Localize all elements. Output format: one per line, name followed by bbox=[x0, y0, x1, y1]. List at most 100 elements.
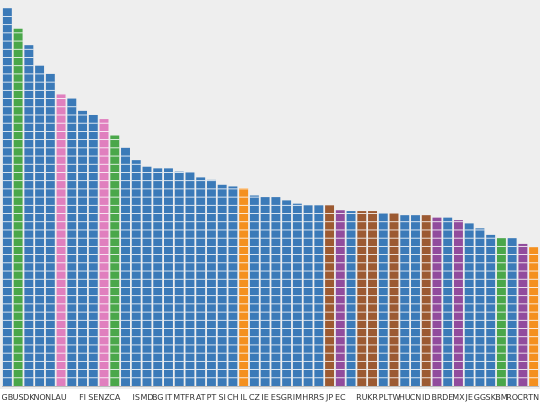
bar-fill bbox=[56, 94, 66, 386]
bar-bg bbox=[153, 168, 163, 386]
x-tick-label: NO bbox=[33, 393, 45, 402]
bar-sk bbox=[486, 234, 496, 386]
bar-hu bbox=[400, 215, 410, 386]
bar-fill bbox=[357, 211, 367, 386]
x-tick-label: ES bbox=[271, 393, 281, 402]
x-tick-label: IM bbox=[293, 393, 302, 402]
bar-fill bbox=[389, 213, 399, 386]
bar-es bbox=[271, 197, 281, 386]
x-tick-label: GG bbox=[474, 393, 486, 402]
bar-mt bbox=[174, 171, 184, 386]
bar-cn bbox=[411, 215, 420, 386]
x-tick-label: FI bbox=[79, 393, 86, 402]
bar-kr bbox=[368, 211, 377, 386]
x-tick-label: AT bbox=[196, 393, 206, 402]
bar-im bbox=[292, 203, 302, 386]
bar-fill bbox=[99, 119, 109, 386]
x-tick-label: DE bbox=[442, 393, 453, 402]
bar-fill bbox=[131, 160, 141, 386]
x-tick-label: SK bbox=[486, 393, 497, 402]
x-tick-label: FR bbox=[185, 393, 196, 402]
bar-cr bbox=[518, 243, 528, 386]
bar-fill bbox=[110, 135, 120, 386]
x-tick-label: TW bbox=[387, 393, 401, 402]
bar-de bbox=[443, 217, 453, 386]
bar-at bbox=[196, 177, 206, 386]
bar-fill bbox=[35, 65, 45, 386]
bar-us bbox=[13, 28, 23, 387]
bar-gr bbox=[282, 200, 292, 386]
x-tick-label: CA bbox=[109, 393, 121, 402]
x-tick-label: KR bbox=[367, 393, 378, 402]
bar-tn bbox=[529, 247, 539, 386]
bar-fill bbox=[228, 186, 238, 386]
x-tick-label: IE bbox=[261, 393, 268, 402]
bar-fill bbox=[196, 177, 206, 386]
bar-fill bbox=[378, 213, 388, 386]
bar-fill bbox=[335, 210, 345, 386]
bar-fi bbox=[78, 110, 88, 387]
bar-tw bbox=[389, 213, 399, 386]
bar-fill bbox=[464, 223, 474, 386]
x-tick-label: DK bbox=[23, 393, 35, 402]
x-tick-label: CH bbox=[227, 393, 239, 402]
bar-is bbox=[131, 160, 141, 386]
bar-fill bbox=[24, 45, 34, 387]
bar-fill bbox=[529, 247, 539, 386]
x-tick-label: IT bbox=[165, 393, 172, 402]
bar-fill bbox=[13, 28, 23, 387]
x-tick-label: RU bbox=[356, 393, 368, 402]
bar-fill bbox=[282, 200, 292, 386]
bar-fill bbox=[271, 197, 281, 386]
x-tick-label: RS bbox=[314, 393, 325, 402]
bar-unlabeled-32 bbox=[346, 211, 356, 386]
bar-hr bbox=[303, 205, 313, 386]
x-tick-label: MX bbox=[452, 393, 465, 402]
x-tick-label: BG bbox=[152, 393, 164, 402]
bar-fill bbox=[142, 166, 152, 386]
bar-jp bbox=[325, 205, 335, 386]
x-tick-label: SI bbox=[218, 393, 225, 402]
bar-fill bbox=[217, 184, 227, 386]
bar-fill bbox=[453, 220, 463, 386]
bar-fill bbox=[78, 110, 88, 387]
bar-fill bbox=[518, 243, 528, 386]
x-tick-label: NZ bbox=[98, 393, 110, 402]
bar-ec bbox=[335, 210, 345, 386]
bar-fill bbox=[249, 195, 259, 386]
bar-si bbox=[217, 184, 227, 386]
bar-fill bbox=[368, 211, 377, 386]
bar-rs bbox=[314, 205, 324, 386]
bar-fill bbox=[486, 234, 496, 386]
bar-gg bbox=[475, 228, 485, 386]
bar-bm bbox=[496, 238, 506, 386]
bar-no bbox=[35, 65, 45, 386]
bar-nl bbox=[45, 73, 55, 386]
bar-ro bbox=[507, 238, 517, 386]
x-tick-label: HU bbox=[399, 393, 411, 402]
bar-fill bbox=[88, 114, 98, 386]
bar-br bbox=[432, 217, 442, 386]
bar-ru bbox=[357, 211, 367, 386]
bar-fill bbox=[346, 211, 356, 386]
x-tick-label: CR bbox=[517, 393, 529, 402]
x-tick-label: MD bbox=[140, 393, 153, 402]
x-tick-label: JP bbox=[325, 393, 333, 402]
bar-cz bbox=[249, 195, 259, 386]
x-tick-label: ID bbox=[422, 393, 431, 402]
x-tick-label: GB bbox=[2, 393, 14, 402]
bar-unlabeled-11 bbox=[121, 147, 130, 386]
bar-fill bbox=[260, 197, 270, 386]
bar-fill bbox=[411, 215, 420, 386]
bar-pl bbox=[378, 213, 388, 386]
x-tick-label: US bbox=[13, 393, 24, 402]
bar-unlabeled-6 bbox=[67, 98, 77, 387]
x-tick-label: CZ bbox=[249, 393, 261, 402]
bar-fr bbox=[185, 172, 195, 386]
bar-fill bbox=[153, 168, 163, 386]
bar-gb bbox=[2, 8, 12, 387]
x-tick-label: PL bbox=[379, 393, 389, 402]
